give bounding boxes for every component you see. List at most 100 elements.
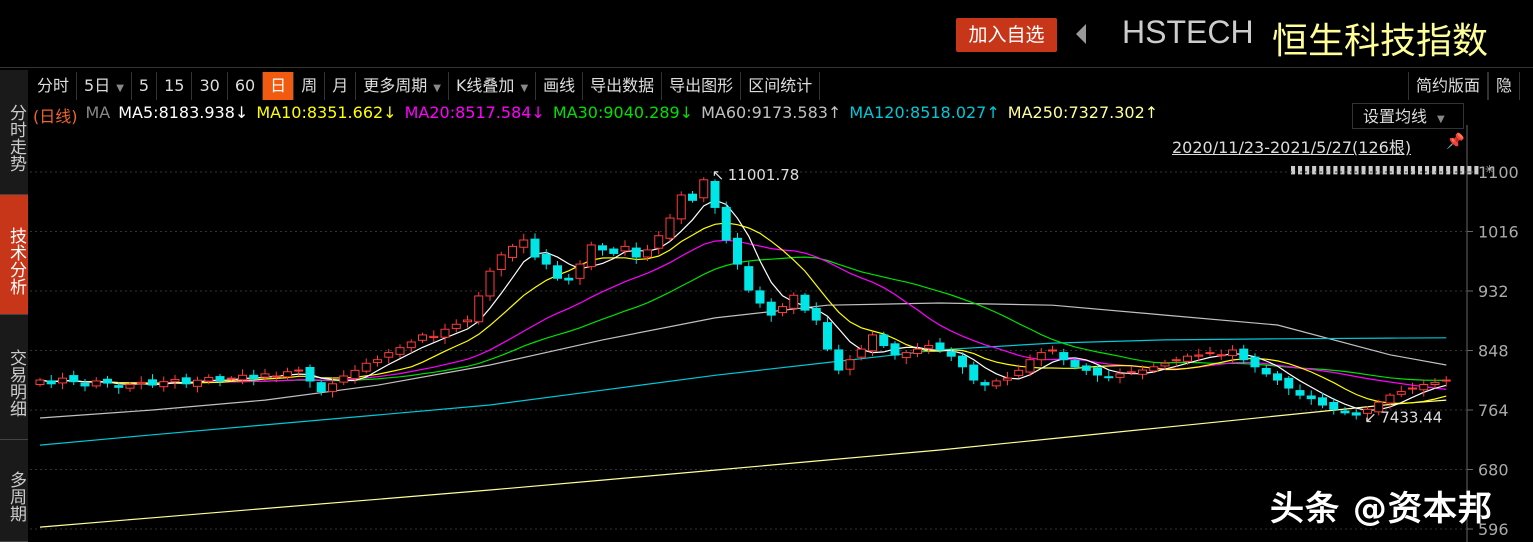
- candle-down: [631, 247, 641, 258]
- candle-up: [1385, 394, 1395, 404]
- candle-up: [1205, 352, 1215, 355]
- candle-up: [35, 379, 45, 386]
- candle-up: [485, 270, 495, 297]
- candle-down: [823, 322, 832, 350]
- date-range-link[interactable]: 2020/11/23-2021/5/27(126根): [1172, 138, 1412, 157]
- candle-up: [778, 306, 787, 314]
- candle-up: [1036, 352, 1046, 361]
- candle-down: [744, 266, 754, 291]
- candle-down: [1093, 367, 1102, 376]
- candle-up: [1430, 381, 1440, 385]
- period-tab-3[interactable]: 15: [157, 72, 193, 100]
- candle-up: [1048, 349, 1057, 352]
- candle-down: [733, 237, 742, 265]
- right-tool-1[interactable]: 隐: [1488, 72, 1521, 100]
- candle-up: [991, 380, 1001, 387]
- candle-up: [1025, 359, 1035, 373]
- candle-down: [755, 290, 765, 304]
- add-watchlist-button[interactable]: 加入自选: [956, 18, 1057, 52]
- candle-up: [1216, 354, 1226, 357]
- ma-line-ma120: [39, 337, 1447, 446]
- candle-up: [193, 379, 202, 387]
- period-label: (日线): [33, 107, 78, 126]
- sidebar-item-1[interactable]: 技术分析: [0, 195, 28, 315]
- candle-up: [1419, 384, 1429, 391]
- period-tab-13[interactable]: 导出图形: [662, 72, 742, 100]
- period-tab-5[interactable]: 60: [228, 72, 264, 100]
- candle-up: [418, 334, 427, 341]
- candle-down: [181, 377, 191, 385]
- ma-legend-item: MA250:7327.302↑: [1007, 103, 1159, 122]
- period-tab-1[interactable]: 5日: [77, 72, 132, 100]
- ma-line-ma60: [39, 302, 1447, 419]
- candle-down: [958, 355, 967, 368]
- candle-up: [901, 352, 911, 359]
- candle-down: [834, 349, 844, 371]
- period-tab-10[interactable]: K线叠加: [449, 72, 537, 100]
- sidebar-item-0[interactable]: 分时走势: [0, 70, 28, 195]
- candle-down: [80, 382, 90, 387]
- candle-down: [305, 367, 315, 382]
- set-ma-dropdown[interactable]: 设置均线: [1352, 103, 1464, 129]
- period-tab-2[interactable]: 5: [132, 72, 158, 100]
- candle-up: [1194, 354, 1204, 357]
- period-tab-11[interactable]: 画线: [536, 72, 584, 100]
- candle-up: [271, 375, 281, 378]
- period-tab-14[interactable]: 区间统计: [741, 72, 821, 100]
- candle-down: [980, 382, 990, 386]
- index-code: HSTECH: [1122, 14, 1254, 50]
- extreme-label: ↖: [712, 166, 725, 184]
- candle-up: [643, 249, 652, 258]
- back-arrow-icon[interactable]: [1076, 24, 1086, 44]
- period-tab-4[interactable]: 30: [192, 72, 228, 100]
- right-tool-0[interactable]: 简约版面: [1408, 72, 1489, 100]
- candle-up: [620, 245, 630, 252]
- candle-up: [496, 254, 506, 270]
- candle-down: [1070, 360, 1080, 368]
- candle-down: [1318, 397, 1327, 406]
- y-tick-label: 764: [1478, 401, 1509, 420]
- extreme-value: 11001.78: [728, 166, 800, 184]
- period-tab-6[interactable]: 日: [263, 72, 295, 100]
- ma-prefix: MA: [85, 103, 111, 122]
- ma-legend-item: MA30:9040.289↓: [552, 103, 694, 122]
- pin-icon[interactable]: 📌: [1446, 132, 1465, 150]
- period-tab-12[interactable]: 导出数据: [583, 72, 663, 100]
- candle-up: [1014, 369, 1024, 377]
- candle-down: [1340, 410, 1350, 414]
- ma-legend-item: MA120:8518.027↑: [849, 103, 1000, 122]
- candle-up: [1126, 371, 1136, 374]
- candle-down: [1295, 390, 1305, 396]
- candle-down: [811, 307, 821, 321]
- candle-up: [125, 384, 135, 389]
- candle-down: [541, 253, 551, 265]
- sidebar: 分时走势 技术分析 交易明细 多周期: [0, 70, 28, 542]
- y-tick-label: 932: [1478, 282, 1509, 301]
- candle-down: [148, 379, 157, 386]
- candle-up: [913, 348, 922, 354]
- candle-up: [856, 348, 866, 358]
- candle-up: [1408, 387, 1417, 390]
- candle-up: [699, 179, 709, 199]
- sidebar-item-2[interactable]: 交易明细: [0, 315, 28, 440]
- candle-up: [519, 239, 529, 248]
- candle-down: [564, 277, 574, 281]
- candle-up: [373, 359, 382, 363]
- candle-up: [283, 371, 292, 378]
- candle-up: [204, 376, 214, 382]
- candle-down: [935, 342, 945, 351]
- candle-up: [1228, 349, 1237, 357]
- candle-up: [384, 352, 394, 358]
- candle-down: [688, 193, 697, 201]
- candle-down: [879, 334, 889, 347]
- candle-up: [339, 375, 349, 383]
- candle-up: [474, 295, 484, 323]
- candle-up: [845, 359, 855, 370]
- candle-down: [710, 180, 720, 208]
- extreme-value: 7433.44: [1380, 409, 1442, 427]
- ma-legend: (日线) MA MA5:8183.938↓ MA10:8351.662↓ MA20:…: [33, 103, 1158, 127]
- scroll-indicator[interactable]: ▮▮▮▮▮▮▮▮▮▮▮▮▮▮▮▮▮▮▮▮▮▮▮▮▮▮▮ ✳: [1290, 163, 1496, 176]
- period-tab-7[interactable]: 周: [294, 72, 326, 100]
- y-tick-label: 680: [1478, 461, 1509, 480]
